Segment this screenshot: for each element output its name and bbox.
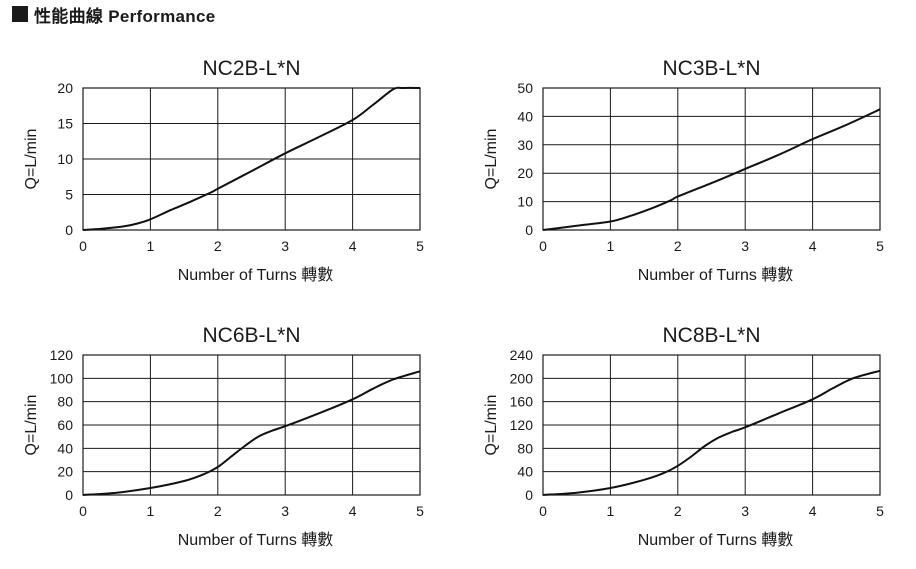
chart-4-y-tick-label: 40 <box>517 464 533 480</box>
chart-3-x-tick-label: 3 <box>281 503 289 519</box>
chart-1-x-tick-label: 3 <box>281 238 289 254</box>
chart-4-x-axis-label: Number of Turns 轉數 <box>638 531 794 549</box>
chart-4-y-tick-label: 240 <box>510 347 534 363</box>
chart-2-y-tick-label: 40 <box>517 108 533 124</box>
chart-3-title: NC6B-L*N <box>202 324 300 347</box>
chart-2-y-tick-label: 30 <box>517 137 533 153</box>
chart-1-x-tick-label: 5 <box>416 238 424 254</box>
chart-2-y-axis-label: Q=L/min <box>483 129 500 190</box>
chart-1-y-axis-label: Q=L/min <box>23 129 40 190</box>
chart-1-y-tick-label: 20 <box>57 80 73 96</box>
chart-2-plot-frame <box>542 87 881 231</box>
chart-4-x-tick-label: 1 <box>607 503 615 519</box>
page-title: 性能曲線 Performance <box>34 6 216 26</box>
chart-1-series-line-1 <box>82 86 421 231</box>
chart-3-y-tick-label: 0 <box>65 487 73 503</box>
page-header: 性能曲線 Performance <box>12 3 216 26</box>
chart-4-x-tick-label: 2 <box>674 503 682 519</box>
chart-4-series-line-1 <box>542 369 881 496</box>
chart-2-x-tick-label: 3 <box>741 238 749 254</box>
chart-4-y-axis-label: Q=L/min <box>483 395 500 456</box>
chart-3-x-tick-label: 0 <box>79 503 87 519</box>
chart-3-x-tick-label: 4 <box>349 503 357 519</box>
chart-4-x-tick-label: 3 <box>741 503 749 519</box>
chart-2-x-tick-label: 2 <box>674 238 682 254</box>
chart-4-y-tick-label: 120 <box>510 417 534 433</box>
chart-4-title: NC8B-L*N <box>662 324 760 347</box>
chart-1-x-tick-label: 0 <box>79 238 87 254</box>
chart-3-y-tick-label: 80 <box>57 394 73 410</box>
chart-3-y-tick-label: 20 <box>57 464 73 480</box>
chart-1-x-axis-label: Number of Turns 轉數 <box>178 266 334 284</box>
chart-3-x-axis-label: Number of Turns 轉數 <box>178 531 334 549</box>
chart-2-x-tick-label: 5 <box>876 238 884 254</box>
chart-4-y-tick-label: 80 <box>517 440 533 456</box>
chart-4-x-tick-label: 5 <box>876 503 884 519</box>
chart-3-y-tick-label: 60 <box>57 417 73 433</box>
chart-3-x-tick-label: 1 <box>147 503 155 519</box>
chart-2-y-tick-label: 10 <box>517 194 533 210</box>
chart-1-y-tick-label: 10 <box>57 151 73 167</box>
chart-3-y-tick-label: 40 <box>57 440 73 456</box>
chart-4-y-tick-label: 200 <box>510 370 534 386</box>
chart-1-x-tick-label: 1 <box>147 238 155 254</box>
chart-2-series-line-1 <box>542 108 881 231</box>
chart-2-y-tick-label: 0 <box>525 222 533 238</box>
chart-4-plot-frame <box>542 354 881 496</box>
chart-1-y-tick-label: 15 <box>57 116 73 132</box>
chart-1-y-tick-label: 5 <box>65 187 73 203</box>
chart-3-x-tick-label: 2 <box>214 503 222 519</box>
chart-3-y-tick-label: 120 <box>50 347 74 363</box>
chart-1-x-tick-label: 2 <box>214 238 222 254</box>
chart-1-title: NC2B-L*N <box>202 57 300 80</box>
chart-4-x-tick-label: 0 <box>539 503 547 519</box>
chart-4-y-tick-label: 0 <box>525 487 533 503</box>
chart-2-x-tick-label: 4 <box>809 238 817 254</box>
header-square-icon <box>12 6 28 22</box>
chart-4-x-tick-label: 4 <box>809 503 817 519</box>
chart-3-x-tick-label: 5 <box>416 503 424 519</box>
chart-1-y-tick-label: 0 <box>65 222 73 238</box>
chart-2-x-tick-label: 0 <box>539 238 547 254</box>
chart-3-plot-frame <box>82 354 421 496</box>
chart-1-x-tick-label: 4 <box>349 238 357 254</box>
chart-3-y-axis-label: Q=L/min <box>23 395 40 456</box>
chart-3-series-line-1 <box>82 370 421 496</box>
chart-4-y-tick-label: 160 <box>510 394 534 410</box>
chart-2-y-tick-label: 50 <box>517 80 533 96</box>
chart-2-title: NC3B-L*N <box>662 57 760 80</box>
chart-3-y-tick-label: 100 <box>50 370 74 386</box>
chart-2-y-tick-label: 20 <box>517 165 533 181</box>
chart-2-x-tick-label: 1 <box>607 238 615 254</box>
chart-1-plot-frame <box>82 87 421 231</box>
chart-2-x-axis-label: Number of Turns 轉數 <box>638 266 794 284</box>
